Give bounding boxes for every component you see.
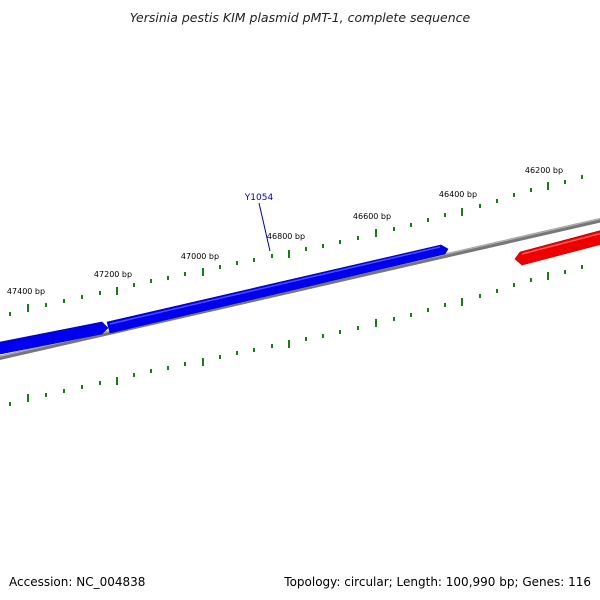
tick-label: 46400 bp: [439, 190, 477, 199]
accession-text: Accession: NC_004838: [9, 575, 145, 589]
tick-label: 46200 bp: [525, 166, 563, 175]
gene-arrow-reverse[interactable]: [0, 321, 109, 356]
tick-label: 46600 bp: [353, 212, 391, 221]
tick-label: 46800 bp: [267, 232, 305, 241]
forward-strand-genes: [514, 228, 600, 266]
gene-arrow-reverse-highlight: [109, 246, 441, 325]
gene-label-leader: [258, 202, 271, 252]
reverse-strand-genes: [0, 244, 449, 356]
inner-tick-ring: [9, 265, 583, 406]
gene-arrow-forward[interactable]: [514, 228, 600, 266]
gene-arrow-forward-highlight: [521, 232, 600, 255]
outer-tick-ring: [9, 175, 583, 316]
gene-label-group: Y1054: [244, 193, 274, 252]
tick-label: 47000 bp: [181, 252, 219, 261]
gene-arrow-reverse[interactable]: [106, 244, 449, 334]
tick-labels: 46200 bp 46400 bp 46600 bp 46800 bp 4700…: [7, 166, 563, 296]
tick-label: 47200 bp: [94, 270, 132, 279]
gene-label[interactable]: Y1054: [244, 193, 274, 203]
tick-label: 47400 bp: [7, 287, 45, 296]
backbone-ring: [0, 218, 600, 361]
summary-text: Topology: circular; Length: 100,990 bp; …: [283, 575, 591, 589]
map-title: Yersinia pestis KIM plasmid pMT-1, compl…: [130, 10, 471, 25]
